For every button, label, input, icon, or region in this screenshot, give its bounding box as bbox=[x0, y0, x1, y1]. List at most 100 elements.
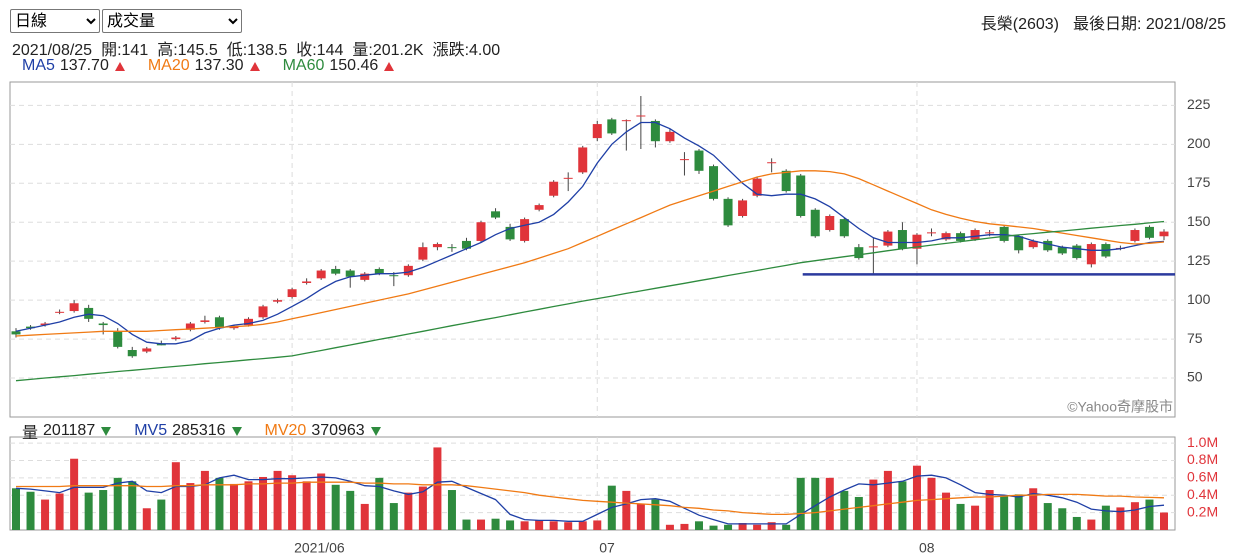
volume-bar bbox=[433, 447, 442, 530]
y-tick-label: 0.2M bbox=[1187, 503, 1218, 519]
candle-body bbox=[127, 350, 137, 357]
volume-bar bbox=[767, 522, 776, 530]
volume-bar bbox=[346, 490, 355, 530]
candle-body bbox=[723, 198, 733, 226]
volume-bar bbox=[912, 465, 921, 530]
candle-body bbox=[650, 120, 660, 142]
volume-bar bbox=[462, 519, 471, 530]
candle-body bbox=[273, 300, 283, 302]
quote-item: 收:144 bbox=[296, 42, 344, 59]
trend-arrow bbox=[384, 62, 395, 71]
volume-bar bbox=[302, 481, 311, 530]
candle-body bbox=[985, 232, 995, 234]
y-tick-label: 0.4M bbox=[1187, 486, 1218, 502]
volume-bar bbox=[709, 525, 718, 530]
candle-body bbox=[621, 120, 631, 122]
candle-body bbox=[810, 209, 820, 237]
volume-bar bbox=[26, 491, 35, 530]
volume-bar bbox=[200, 470, 209, 530]
trend-arrow-shape bbox=[101, 427, 112, 436]
x-tick-label: 08 bbox=[919, 540, 935, 556]
volume-bar bbox=[244, 481, 253, 530]
volume-bar bbox=[447, 490, 456, 530]
ma-line bbox=[15, 220, 1165, 382]
legend-value: 201187 bbox=[43, 422, 96, 439]
candle-body bbox=[999, 226, 1009, 241]
candle-body bbox=[1043, 240, 1053, 251]
volume-bar bbox=[55, 493, 64, 530]
x-tick-label: 07 bbox=[599, 540, 615, 556]
volume-bar bbox=[1160, 512, 1168, 530]
legend-name: MV5 bbox=[134, 422, 168, 439]
candle-body bbox=[447, 247, 457, 249]
volume-bar bbox=[215, 477, 224, 530]
candle-body bbox=[970, 230, 980, 240]
ma-line bbox=[15, 170, 1165, 337]
volume-bar bbox=[229, 483, 238, 530]
candle-body bbox=[418, 247, 428, 260]
candle-body bbox=[1130, 230, 1140, 241]
volume-bar bbox=[1072, 516, 1081, 530]
candle-body bbox=[636, 115, 646, 117]
candle-body bbox=[926, 232, 936, 234]
volume-bar bbox=[142, 508, 151, 530]
y-tick-label: 225 bbox=[1187, 96, 1211, 112]
candle-body bbox=[767, 162, 777, 164]
legend-name: MV20 bbox=[264, 422, 307, 439]
stock-name: 長榮(2603) bbox=[980, 16, 1060, 33]
candle-body bbox=[709, 166, 719, 199]
volume-bar bbox=[854, 496, 863, 530]
candle-body bbox=[839, 219, 849, 237]
volume-bar bbox=[840, 490, 849, 530]
y-tick-label: 75 bbox=[1187, 330, 1203, 346]
quote-item: 2021/08/25 bbox=[12, 42, 93, 59]
candle-body bbox=[665, 131, 675, 142]
candle-body bbox=[796, 175, 806, 216]
price-legend: MA5 137.70 MA20 137.30 MA60 150.46 bbox=[22, 57, 417, 75]
trend-arrow bbox=[249, 62, 260, 71]
trend-arrow-shape bbox=[231, 427, 242, 436]
candle-body bbox=[505, 226, 515, 240]
candle-body bbox=[578, 147, 588, 173]
candle-body bbox=[1057, 247, 1067, 254]
y-tick-label: 100 bbox=[1187, 291, 1211, 307]
trend-arrow-shape bbox=[370, 427, 381, 436]
volume-bar bbox=[1145, 499, 1154, 530]
volume-bar bbox=[404, 492, 413, 530]
volume-bar bbox=[99, 490, 108, 530]
candle-body bbox=[55, 311, 65, 313]
candle-body bbox=[389, 275, 399, 277]
volume-bar bbox=[389, 503, 398, 530]
volume-bar bbox=[1043, 503, 1052, 530]
volume-bar bbox=[680, 523, 689, 530]
volume-bar bbox=[549, 521, 558, 530]
panel-frame bbox=[9, 436, 1176, 531]
candle-body bbox=[171, 337, 181, 340]
period-select[interactable]: 日線 bbox=[10, 9, 100, 33]
ma-line bbox=[15, 121, 1165, 345]
legend-value: 285316 bbox=[172, 422, 226, 439]
volume-bar bbox=[651, 499, 660, 530]
indicator-select[interactable]: 成交量 bbox=[102, 9, 242, 33]
y-tick-label: 200 bbox=[1187, 135, 1211, 151]
ma-line bbox=[15, 474, 1165, 525]
volume-bar bbox=[1058, 508, 1067, 530]
panel: 0.2M0.4M0.6M 0.8M1.0M 2021/06 07 08 bbox=[9, 434, 1218, 556]
volume-bar bbox=[738, 523, 747, 530]
volume-bar bbox=[927, 477, 936, 530]
candle-body bbox=[563, 177, 573, 179]
legend-item: MA5 137.70 bbox=[22, 57, 126, 75]
volume-bar bbox=[1000, 496, 1009, 530]
volume-bar bbox=[535, 520, 544, 530]
candle-body bbox=[738, 200, 748, 216]
candle-body bbox=[287, 289, 297, 298]
legend-name: 量 bbox=[22, 425, 39, 442]
y-tick-label: 175 bbox=[1187, 174, 1211, 190]
volume-bar bbox=[883, 470, 892, 530]
quote-item: 低:138.5 bbox=[226, 42, 288, 59]
volume-bar bbox=[41, 499, 50, 530]
candle-body bbox=[374, 268, 384, 274]
candle-body bbox=[1086, 244, 1096, 265]
volume-bar bbox=[694, 521, 703, 530]
